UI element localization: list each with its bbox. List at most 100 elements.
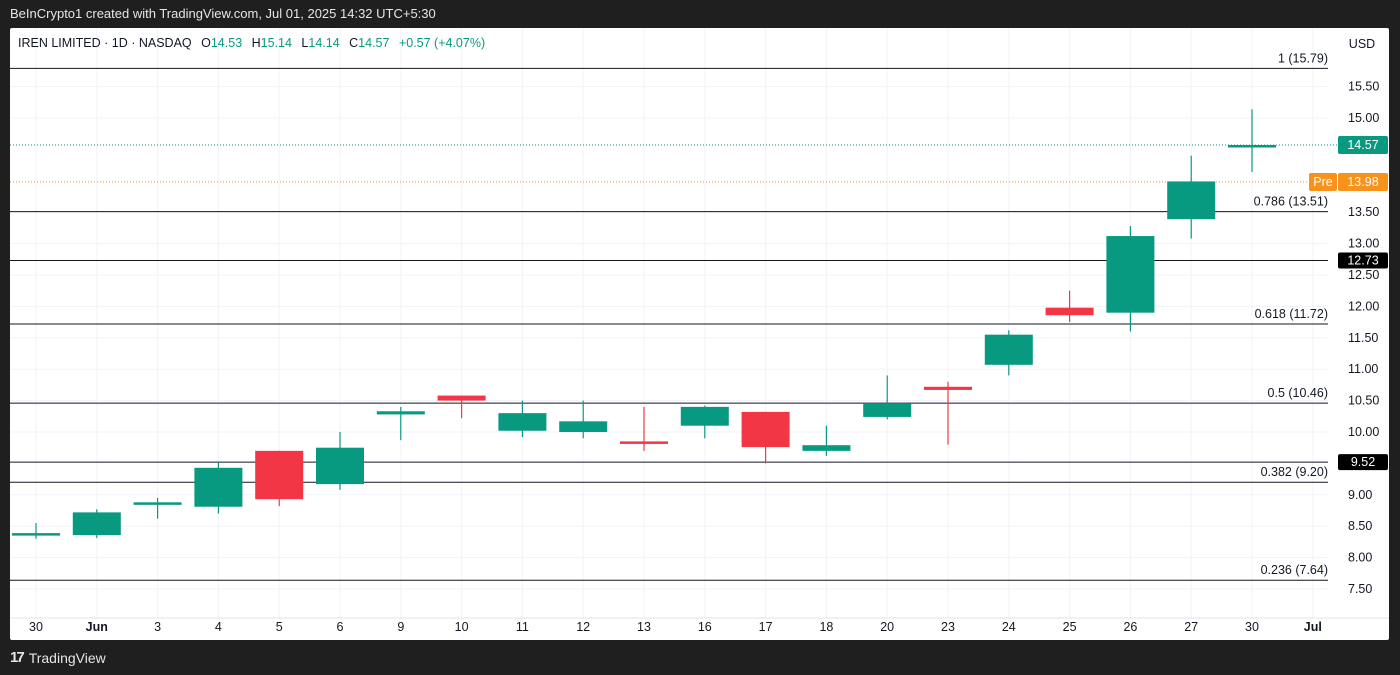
time-axis-label: 12	[576, 620, 590, 634]
price-axis-label: 7.50	[1348, 582, 1372, 596]
candle[interactable]	[255, 450, 304, 507]
candle[interactable]	[559, 400, 608, 439]
tradingview-branding[interactable]: 17 TradingView	[10, 649, 106, 666]
time-axis-label: 18	[819, 620, 833, 634]
symbol-legend: IREN LIMITED · 1D · NASDAQ O14.53 H15.14…	[18, 36, 486, 50]
low-value: 14.14	[308, 36, 340, 50]
horizontal-line-price-tag	[1338, 252, 1388, 269]
price-axis-label: 8.50	[1348, 519, 1372, 533]
candle[interactable]	[498, 400, 547, 438]
last-price-label: 14.57	[1347, 138, 1378, 152]
candle[interactable]	[437, 395, 486, 419]
candle-body	[1228, 145, 1276, 148]
candle[interactable]	[1106, 226, 1155, 332]
pre-market-price-tag	[1338, 173, 1388, 192]
time-axis-label: 25	[1063, 620, 1077, 634]
high-value: 15.14	[260, 36, 292, 50]
time-axis-label: 4	[215, 620, 222, 634]
candle[interactable]	[741, 411, 790, 464]
candle-body	[741, 411, 790, 448]
price-axis-label: 15.50	[1348, 80, 1379, 94]
candle-body	[1106, 236, 1155, 313]
candle-body	[984, 334, 1033, 365]
last-price-tag	[1338, 136, 1388, 155]
pre-market-tag-label: Pre	[1313, 175, 1333, 189]
candle-body	[680, 406, 729, 426]
time-axis-label: 3	[154, 620, 161, 634]
time-axis-label: Jul	[1304, 620, 1322, 634]
fib-level-label: 0.5 (10.46)	[1268, 386, 1328, 400]
time-axis-label: 23	[941, 620, 955, 634]
chart-panel[interactable]: 15.50 15.00 13.50 13.00 12.50 12.00 11.50 11.00…	[10, 28, 1389, 640]
candle[interactable]	[620, 406, 668, 451]
tradingview-brand-text: TradingView	[28, 649, 106, 666]
price-axis-label: 11.00	[1348, 362, 1378, 376]
price-axis-label: 10.50	[1348, 394, 1379, 408]
candle[interactable]	[802, 425, 851, 456]
price-axis-label: 8.00	[1348, 551, 1372, 565]
time-axis-label: 6	[337, 620, 344, 634]
candle-body	[559, 421, 608, 432]
candle[interactable]	[72, 509, 121, 539]
candle-body	[133, 502, 182, 505]
candle-body	[802, 445, 851, 451]
pre-market-price-label: 13.98	[1347, 175, 1378, 189]
time-axis-label: 11	[516, 620, 529, 634]
tradingview-logo-icon: 17	[10, 649, 25, 666]
candle[interactable]	[680, 405, 729, 439]
horizontal-line-price-label: 12.73	[1347, 254, 1378, 268]
candle[interactable]	[12, 523, 60, 539]
pre-market-tag	[1309, 173, 1337, 192]
candle[interactable]	[984, 330, 1033, 376]
candle[interactable]	[376, 406, 425, 441]
candle-body	[620, 441, 668, 444]
time-axis-label: 20	[880, 620, 894, 634]
candle[interactable]	[1228, 109, 1276, 173]
candle-body	[255, 450, 304, 500]
candle[interactable]	[924, 381, 972, 445]
chart-attribution: BeInCrypto1 created with TradingView.com…	[10, 6, 436, 21]
time-axis-label: 13	[637, 620, 651, 634]
close-value: 14.57	[358, 36, 390, 50]
price-axis-label: 12.50	[1348, 268, 1379, 282]
candle-body	[376, 411, 425, 415]
time-axis-label: 17	[759, 620, 773, 634]
candle-body	[316, 447, 364, 485]
fib-level-label: 0.618 (11.72)	[1255, 307, 1328, 321]
candle-body	[498, 413, 547, 431]
time-axis-label: 5	[276, 620, 283, 634]
candle-body	[72, 512, 121, 535]
horizontal-line-price-label: 9.52	[1351, 455, 1375, 469]
change-value: +0.57 (+4.07%)	[398, 36, 486, 50]
candle[interactable]	[316, 432, 364, 490]
candle-body	[924, 386, 972, 390]
time-axis-label: 24	[1002, 620, 1016, 634]
candle[interactable]	[1167, 155, 1216, 239]
time-axis-label: 9	[397, 620, 404, 634]
candle[interactable]	[863, 375, 912, 420]
price-axis-label: 9.00	[1348, 488, 1372, 502]
candle[interactable]	[194, 462, 243, 514]
candle[interactable]	[133, 497, 182, 519]
candle-body	[437, 395, 486, 401]
price-axis-label: 10.00	[1348, 425, 1379, 439]
candle-body	[12, 533, 60, 536]
time-axis-label: 30	[1245, 620, 1259, 634]
candlestick-chart[interactable]: 15.50 15.00 13.50 13.00 12.50 12.00 11.50 11.00…	[10, 28, 1389, 640]
price-axis-label: 13.50	[1348, 205, 1379, 219]
candle[interactable]	[1045, 290, 1094, 323]
time-axis-label: 16	[698, 620, 712, 634]
candle-body	[1045, 307, 1094, 316]
symbol-title: IREN LIMITED · 1D · NASDAQ	[18, 36, 192, 50]
fib-level-label: 1 (15.79)	[1278, 51, 1328, 65]
price-axis-label: 11.50	[1348, 331, 1378, 345]
price-axis-label: 15.00	[1348, 111, 1379, 125]
time-axis-label: Jun	[86, 620, 108, 634]
fib-level-label: 0.236 (7.64)	[1261, 563, 1328, 577]
time-axis-label: 10	[455, 620, 469, 634]
horizontal-line-price-tag	[1338, 454, 1388, 471]
time-axis-label: 26	[1123, 620, 1137, 634]
time-axis-label: 30	[29, 620, 43, 634]
currency-button[interactable]: USD	[1341, 32, 1383, 56]
fib-level-label: 0.382 (9.20)	[1261, 465, 1328, 479]
